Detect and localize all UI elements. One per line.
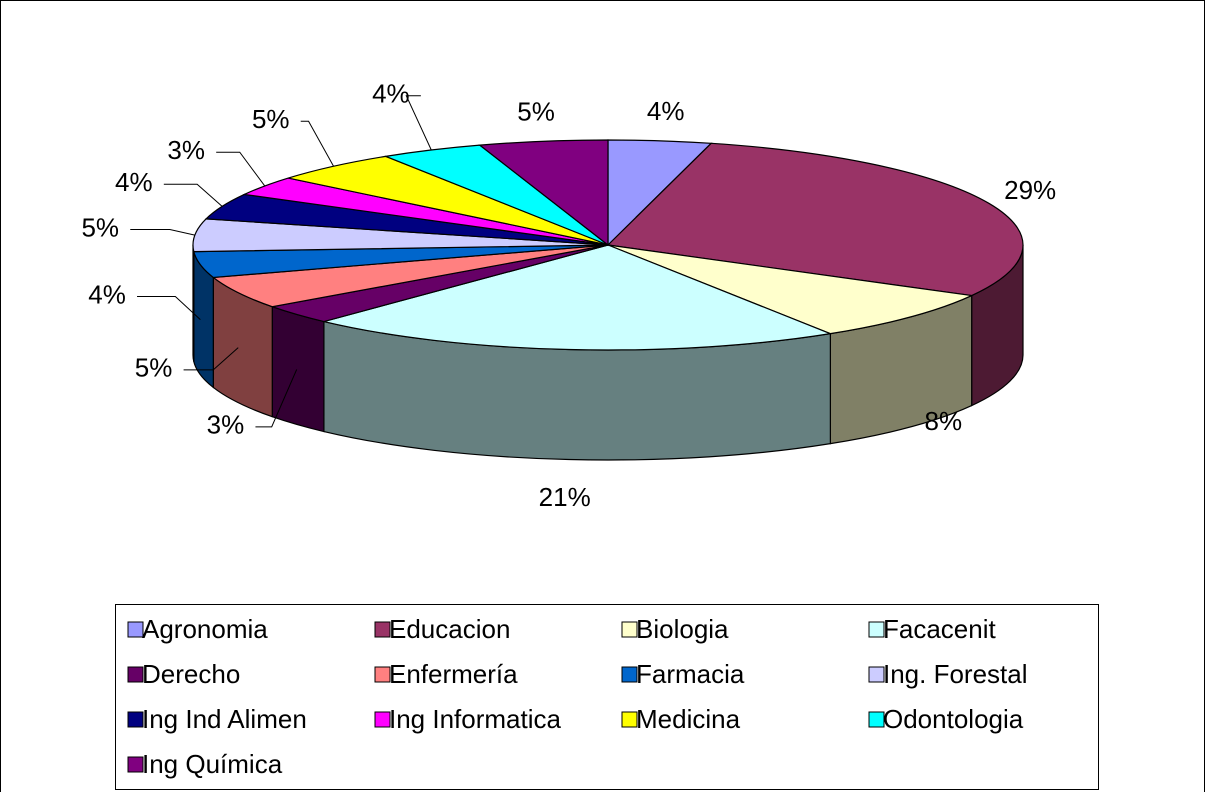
- data-label: 4%: [88, 279, 126, 309]
- legend-label: Ing Ind Alimen: [142, 704, 307, 734]
- data-label: 5%: [252, 104, 290, 134]
- legend-swatch: [868, 711, 885, 728]
- legend-label: Farmacia: [636, 659, 745, 689]
- leader-line: [405, 95, 432, 151]
- data-label: 4%: [115, 167, 153, 197]
- legend-swatch: [621, 711, 638, 728]
- pie-slice: [607, 244, 974, 335]
- leader-line: [300, 120, 334, 167]
- legend-swatch: [374, 711, 391, 728]
- pie-slice: [323, 244, 833, 351]
- legend-label: Derecho: [142, 659, 240, 689]
- data-label: 29%: [1004, 175, 1056, 205]
- leader-line: [183, 347, 239, 371]
- data-label: 3%: [207, 410, 245, 440]
- legend-label: Ing Informatica: [389, 704, 562, 734]
- data-label: 21%: [539, 482, 591, 512]
- data-label: 3%: [167, 135, 205, 165]
- data-label: 5%: [81, 212, 119, 242]
- leader-line: [137, 296, 201, 321]
- legend-label: Ing Química: [142, 749, 283, 779]
- data-label: 5%: [135, 353, 173, 383]
- legend-swatch: [374, 666, 391, 683]
- pie-slice: [478, 139, 609, 247]
- pie-side: [271, 305, 325, 433]
- legend-swatch: [868, 666, 885, 683]
- leader-line: [163, 183, 223, 207]
- pie-slice: [606, 142, 1024, 297]
- legend-swatch: [374, 621, 391, 638]
- legend-swatch: [127, 756, 144, 773]
- pie-side: [192, 244, 195, 362]
- legend-swatch: [127, 621, 144, 638]
- data-label: 4%: [647, 96, 685, 126]
- leader-line: [216, 151, 266, 187]
- legend-swatch: [868, 621, 885, 638]
- legend-label: Agronomia: [142, 614, 268, 644]
- legend-label: Educacion: [389, 614, 510, 644]
- legend-label: Medicina: [636, 704, 741, 734]
- legend-swatch: [621, 666, 638, 683]
- legend-label: Biologia: [636, 614, 729, 644]
- data-label: 5%: [517, 97, 555, 127]
- legend-swatch: [127, 666, 144, 683]
- legend-label: Ing. Forestal: [883, 659, 1028, 689]
- leader-line: [255, 369, 298, 428]
- legend-label: Odontologia: [883, 704, 1024, 734]
- leader-line: [130, 228, 195, 236]
- legend-label: Facacenit: [883, 614, 996, 644]
- legend-box: [115, 604, 1099, 790]
- legend-swatch: [127, 711, 144, 728]
- legend-label: Enfermería: [389, 659, 518, 689]
- legend-swatch: [621, 621, 638, 638]
- data-label: 8%: [925, 406, 963, 436]
- data-label: 4%: [372, 79, 410, 109]
